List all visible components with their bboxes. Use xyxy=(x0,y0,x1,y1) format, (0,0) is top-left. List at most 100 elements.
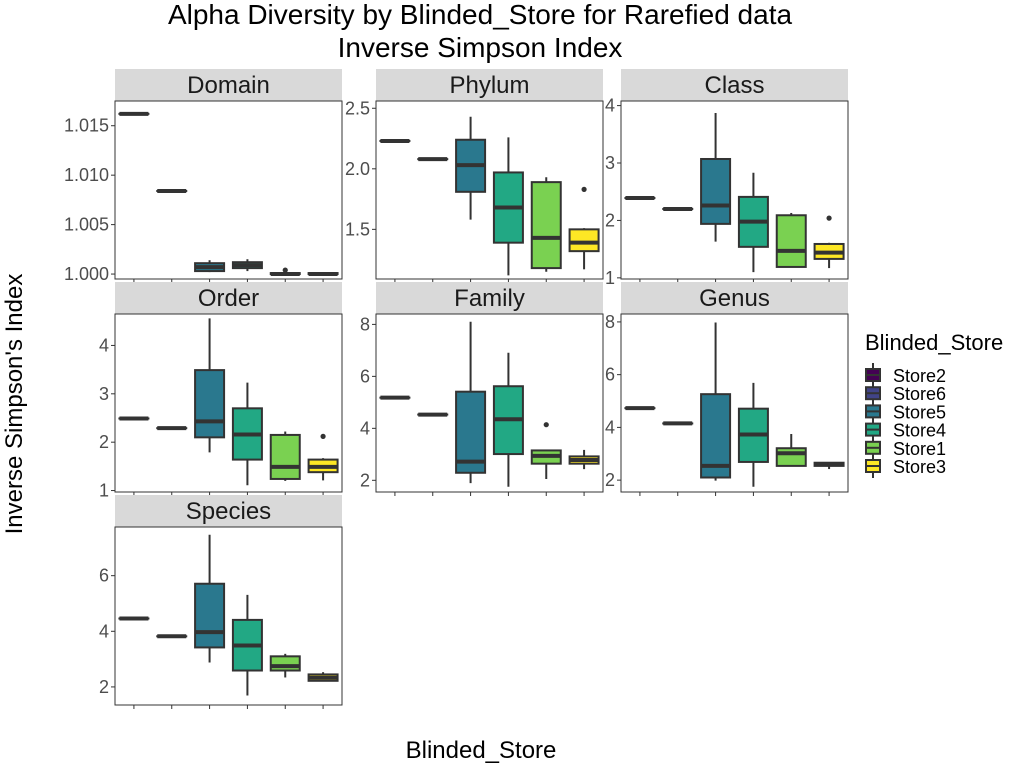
x-axis-label: Blinded_Store xyxy=(406,737,557,764)
box-body xyxy=(530,181,562,270)
box-store5 xyxy=(700,322,732,496)
panel-border xyxy=(375,100,604,280)
y-tick-label: 2.0 xyxy=(345,159,370,179)
y-tick-label: 2 xyxy=(605,210,615,230)
legend-item-store5: Store5 xyxy=(865,399,946,424)
box-store6 xyxy=(417,412,449,496)
box-body xyxy=(455,390,487,474)
box-store3 xyxy=(568,449,600,496)
box-body xyxy=(775,447,807,467)
legend-item-store6: Store6 xyxy=(865,381,946,406)
box-outlier xyxy=(581,186,587,192)
box-store5 xyxy=(194,534,226,709)
box-store3 xyxy=(307,672,339,709)
legend-label: Store3 xyxy=(893,457,946,477)
box-store4 xyxy=(737,382,769,496)
y-tick-label: 1.5 xyxy=(345,219,370,239)
box-outlier xyxy=(320,433,326,439)
box-body xyxy=(269,655,301,672)
y-tick-label: 6 xyxy=(99,566,109,586)
legend-title: Blinded_Store xyxy=(865,330,1003,355)
panel-strip-label: Domain xyxy=(187,72,270,99)
panel-family: Family 2 4 6 8 xyxy=(360,282,604,496)
box-store6 xyxy=(156,634,188,709)
panel-strip xyxy=(115,69,342,101)
legend-label: Store4 xyxy=(893,421,946,441)
legend-item-store2: Store2 xyxy=(865,363,946,387)
box-store4 xyxy=(492,137,524,283)
panel-strip xyxy=(115,282,342,314)
facet-panels: Domain 1.000 1.005 1.010 1.015 Phylum 1.5 2.0 2.… xyxy=(64,69,849,709)
panel-strip-label: Family xyxy=(454,285,525,312)
box-store2 xyxy=(379,138,411,283)
y-tick-label: 2 xyxy=(360,470,370,490)
panel-strip xyxy=(115,495,342,527)
panel-domain: Domain 1.000 1.005 1.010 1.015 xyxy=(64,69,343,284)
y-tick-label: 1.005 xyxy=(64,215,109,235)
box-body xyxy=(194,369,226,439)
box-store2 xyxy=(118,616,150,709)
box-store1 xyxy=(269,653,301,709)
panel-border xyxy=(620,100,849,280)
box-store5 xyxy=(700,113,732,283)
panel-border xyxy=(114,526,343,706)
box-outlier xyxy=(282,267,288,273)
box-store4 xyxy=(737,172,769,283)
panel-strip-label: Genus xyxy=(699,285,770,312)
panel-strip xyxy=(621,69,848,101)
y-tick-label: 1.000 xyxy=(64,264,109,284)
panel-strip-label: Species xyxy=(186,498,271,525)
box-outlier xyxy=(826,215,832,221)
legend-label: Store1 xyxy=(893,439,946,459)
box-store5 xyxy=(455,116,487,283)
panel-strip-label: Phylum xyxy=(449,72,529,99)
panel-strip xyxy=(376,69,603,101)
chart-subtitle: Inverse Simpson Index xyxy=(338,32,623,63)
y-tick-label: 4 xyxy=(99,621,109,641)
y-tick-label: 1.015 xyxy=(64,116,109,136)
y-tick-label: 8 xyxy=(605,312,615,332)
chart-title: Alpha Diversity by Blinded_Store for Rar… xyxy=(168,0,793,30)
panel-genus: Genus 2 4 6 8 xyxy=(605,282,849,496)
y-tick-label: 4 xyxy=(605,417,615,437)
y-tick-label: 6 xyxy=(605,365,615,385)
box-store1 xyxy=(530,422,562,496)
legend-label: Store2 xyxy=(893,366,946,386)
box-store1 xyxy=(775,212,807,283)
panel-strip-label: Class xyxy=(704,72,764,99)
y-tick-label: 2 xyxy=(99,677,109,697)
legend-label: Store5 xyxy=(893,402,946,422)
panel-border xyxy=(375,313,604,493)
y-tick-label: 3 xyxy=(605,153,615,173)
box-body xyxy=(269,433,301,480)
y-tick-label: 4 xyxy=(99,335,109,355)
box-store1 xyxy=(530,177,562,283)
box-store3 xyxy=(568,186,600,283)
y-tick-label: 1 xyxy=(605,268,615,288)
y-tick-label: 2 xyxy=(605,470,615,490)
panel-class: Class 1 2 3 4 xyxy=(605,69,849,288)
box-store3 xyxy=(307,272,339,283)
box-store3 xyxy=(813,215,845,283)
box-body xyxy=(568,228,600,253)
box-store6 xyxy=(662,421,694,496)
box-store2 xyxy=(624,196,656,283)
panel-species: Species 2 4 6 xyxy=(99,495,343,709)
y-tick-label: 3 xyxy=(99,384,109,404)
box-store4 xyxy=(231,259,263,283)
box-outlier xyxy=(543,422,549,428)
box-body xyxy=(775,214,807,268)
box-store5 xyxy=(194,318,226,496)
box-store4 xyxy=(492,352,524,496)
panel-order: Order 1 2 3 4 xyxy=(99,282,343,501)
box-body xyxy=(194,582,226,649)
box-body xyxy=(700,157,732,225)
y-tick-label: 2.5 xyxy=(345,98,370,118)
legend-item-store4: Store4 xyxy=(865,417,946,442)
y-tick-label: 4 xyxy=(605,96,615,116)
y-tick-label: 4 xyxy=(360,418,370,438)
box-store1 xyxy=(269,431,301,496)
legend-item-store3: Store3 xyxy=(865,454,946,478)
